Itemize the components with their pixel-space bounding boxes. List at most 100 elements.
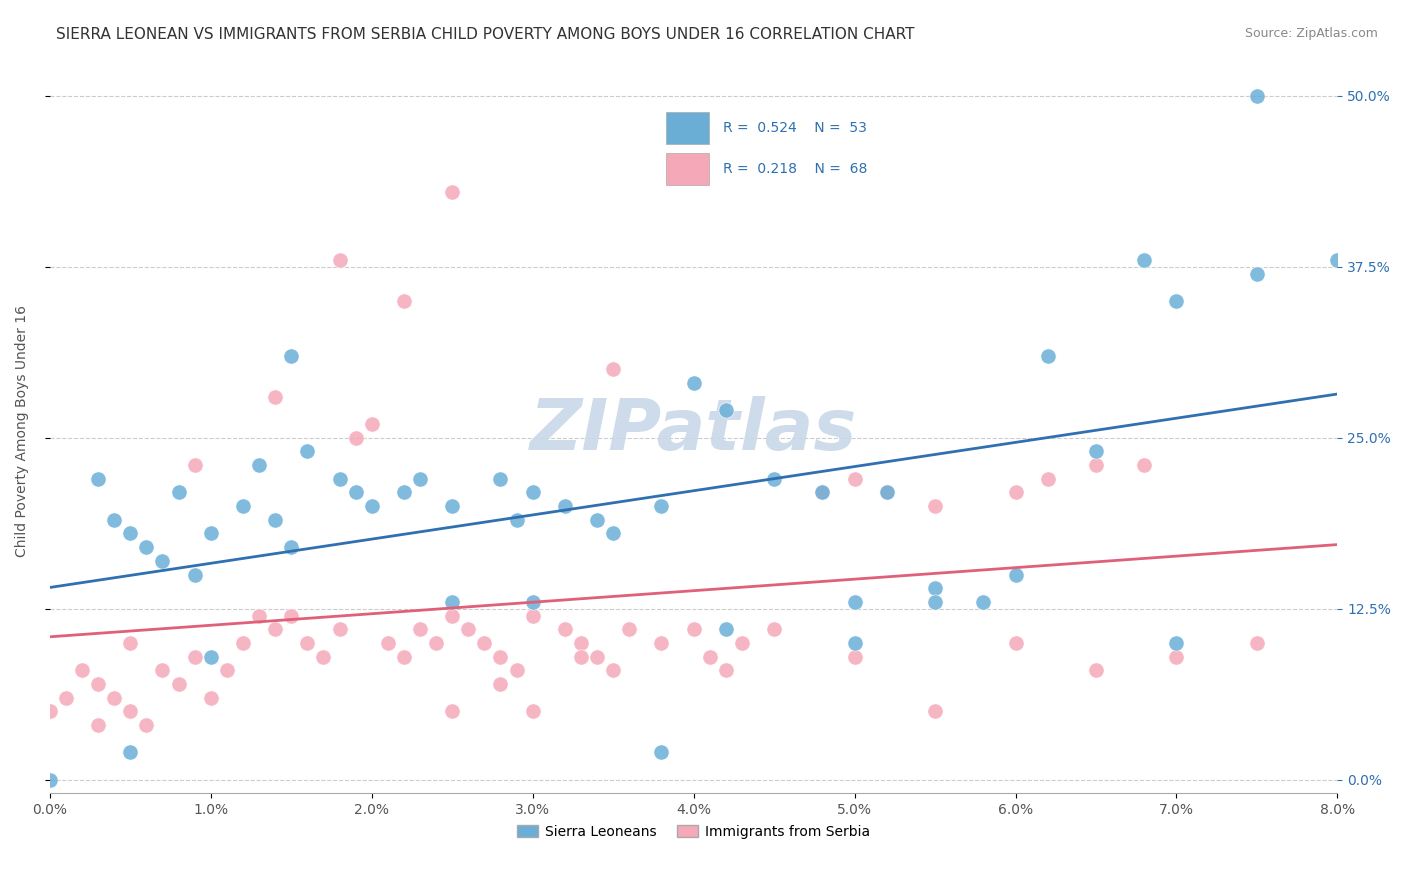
Point [1004, 567, 1026, 582]
Point [844, 595, 866, 609]
Point [505, 513, 527, 527]
Point [344, 431, 367, 445]
Point [844, 472, 866, 486]
Point [714, 663, 737, 677]
Point [619, 622, 641, 636]
Point [200, 526, 222, 541]
Point [489, 472, 512, 486]
Point [38, 704, 60, 718]
Point [489, 649, 512, 664]
Point [328, 472, 350, 486]
Point [392, 485, 415, 500]
Point [135, 540, 157, 554]
Point [87, 718, 110, 732]
Point [297, 444, 319, 458]
Point [264, 622, 287, 636]
Point [247, 608, 270, 623]
Point [120, 704, 142, 718]
Point [1246, 636, 1268, 650]
Point [1326, 252, 1348, 267]
Point [731, 636, 754, 650]
Point [232, 499, 254, 513]
Point [844, 649, 866, 664]
Point [441, 595, 464, 609]
Point [280, 349, 302, 363]
Point [392, 293, 415, 308]
Point [120, 745, 142, 759]
Point [1246, 88, 1268, 103]
Point [409, 472, 432, 486]
Point [457, 622, 479, 636]
Point [1166, 649, 1188, 664]
Point [441, 608, 464, 623]
Point [522, 608, 544, 623]
Point [586, 513, 609, 527]
Point [876, 485, 898, 500]
Point [602, 663, 624, 677]
Point [1004, 636, 1026, 650]
Point [474, 636, 496, 650]
Point [200, 690, 222, 705]
Point [811, 485, 834, 500]
Point [714, 622, 737, 636]
Point [247, 458, 270, 472]
Point [38, 772, 60, 787]
Point [409, 622, 432, 636]
Point [602, 362, 624, 376]
Point [876, 485, 898, 500]
Point [1085, 663, 1108, 677]
Point [554, 622, 576, 636]
Point [264, 513, 287, 527]
Point [328, 252, 350, 267]
Point [167, 485, 190, 500]
Point [569, 636, 592, 650]
Y-axis label: Child Poverty Among Boys Under 16: Child Poverty Among Boys Under 16 [15, 305, 30, 557]
Point [554, 499, 576, 513]
Point [441, 704, 464, 718]
Point [264, 390, 287, 404]
Point [602, 526, 624, 541]
Text: ZIPatlas: ZIPatlas [530, 396, 858, 466]
Point [1246, 267, 1268, 281]
Point [152, 554, 174, 568]
Point [699, 649, 721, 664]
Point [87, 677, 110, 691]
Point [1166, 293, 1188, 308]
Point [152, 663, 174, 677]
Point [103, 690, 125, 705]
Point [1036, 349, 1059, 363]
Point [55, 690, 77, 705]
Point [297, 636, 319, 650]
Text: Source: ZipAtlas.com: Source: ZipAtlas.com [1244, 27, 1378, 40]
Point [1166, 636, 1188, 650]
Point [392, 649, 415, 664]
Point [280, 540, 302, 554]
Point [103, 513, 125, 527]
Point [120, 636, 142, 650]
Point [1085, 458, 1108, 472]
Point [280, 608, 302, 623]
Point [844, 636, 866, 650]
Point [183, 649, 205, 664]
Point [1133, 252, 1156, 267]
Point [377, 636, 399, 650]
Point [1133, 458, 1156, 472]
Point [650, 499, 672, 513]
Point [312, 649, 335, 664]
Point [682, 622, 704, 636]
Point [183, 458, 205, 472]
Point [763, 622, 786, 636]
Point [167, 677, 190, 691]
Point [489, 677, 512, 691]
Point [183, 567, 205, 582]
Point [682, 376, 704, 390]
Point [1085, 444, 1108, 458]
Point [215, 663, 238, 677]
Legend: Sierra Leoneans, Immigrants from Serbia: Sierra Leoneans, Immigrants from Serbia [512, 819, 876, 845]
Point [650, 745, 672, 759]
Point [87, 472, 110, 486]
Point [441, 185, 464, 199]
Point [200, 649, 222, 664]
Point [135, 718, 157, 732]
Point [522, 595, 544, 609]
